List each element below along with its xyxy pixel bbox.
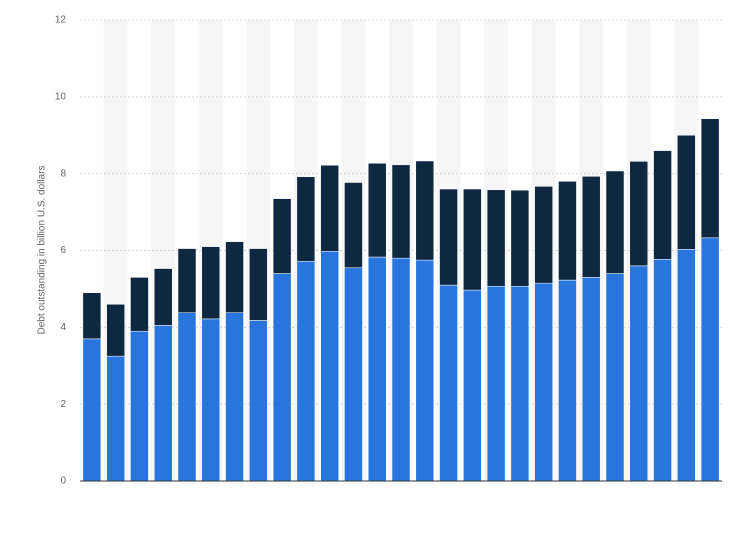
bar-segment — [367, 256, 387, 482]
bar-segment — [249, 320, 268, 482]
bar-segment — [486, 285, 506, 482]
bar-segment — [677, 249, 696, 482]
bar-segment — [486, 189, 506, 287]
bar-segment — [130, 330, 149, 482]
bar-segment — [605, 273, 625, 482]
bar-segment — [391, 164, 411, 259]
bar-segment — [296, 176, 316, 262]
bar-segment — [629, 265, 649, 482]
bar-segment — [700, 237, 720, 482]
bar-segment — [177, 312, 197, 482]
bar-segment — [130, 277, 149, 332]
bar-segment — [510, 189, 530, 287]
bar-segment — [463, 289, 482, 482]
bar-segment — [82, 338, 102, 482]
bar-segment — [201, 246, 221, 320]
bar-segment — [653, 259, 672, 482]
bar-segment — [272, 198, 292, 274]
bar-segment — [415, 259, 435, 482]
bar-segment — [558, 181, 577, 281]
bar-segment — [320, 164, 339, 252]
bar-segment — [367, 163, 387, 258]
bar-segment — [320, 251, 339, 482]
bar-segment — [629, 161, 649, 267]
bar-segment — [439, 284, 458, 482]
bar-segment — [272, 273, 292, 482]
y-tick-label: 12 — [55, 15, 67, 26]
bar-segment — [677, 135, 696, 250]
bar-segment — [581, 277, 601, 482]
bar-segment — [249, 248, 268, 321]
bar-segment — [344, 182, 363, 269]
bar-segment — [177, 248, 197, 313]
y-tick-label: 0 — [60, 476, 66, 487]
bar-segment — [153, 268, 173, 326]
bar-segment — [653, 150, 672, 260]
bar-segment — [391, 257, 411, 482]
bar-segment — [415, 160, 435, 261]
bar-segment — [296, 261, 316, 482]
bar-segment — [534, 186, 553, 284]
bar-segment — [510, 285, 530, 482]
y-tick-label: 6 — [60, 245, 66, 256]
bar-segment — [225, 312, 244, 482]
y-tick-label: 4 — [60, 322, 66, 333]
y-tick-label: 2 — [60, 399, 66, 410]
bar-segment — [106, 304, 125, 357]
bar-segment — [581, 176, 601, 278]
bar-segment — [605, 170, 625, 274]
bar-segment — [558, 279, 577, 482]
bar-segment — [344, 267, 363, 482]
bar-segment — [106, 355, 125, 482]
bar-segment — [439, 188, 458, 286]
bar-segment — [463, 188, 482, 291]
y-tick-label: 10 — [55, 91, 67, 102]
y-tick-label: 8 — [60, 168, 66, 179]
bar-segment — [201, 318, 221, 482]
bar-segment — [534, 282, 553, 482]
bar-segment — [82, 292, 102, 340]
bar-segment — [153, 325, 173, 482]
bar-segment — [225, 241, 244, 313]
bar-segment — [700, 118, 720, 239]
y-axis-label: Debt outstanding in billion U.S. dollars — [37, 166, 48, 335]
